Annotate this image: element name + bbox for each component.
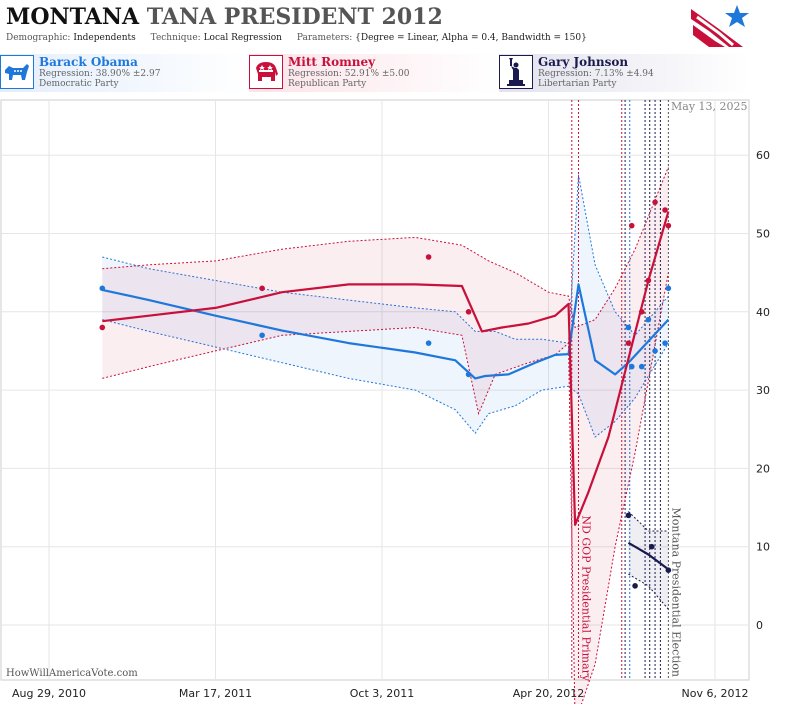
header: MONTANA TANA PRESIDENT 2012 Demographic:…	[0, 0, 789, 52]
watermark: HowWillAmericaVote.com	[6, 668, 138, 679]
y-tick-label: 10	[756, 541, 770, 554]
y-tick-label: 0	[756, 619, 763, 632]
obama-poll-point	[638, 363, 645, 370]
obama-confidence-band	[102, 174, 669, 438]
romney-regression-line	[102, 211, 670, 526]
liberty-statue-icon	[499, 55, 533, 89]
obama-poll-point	[645, 316, 652, 323]
romney-poll-point	[645, 277, 652, 284]
demographic-label: Demographic:	[6, 33, 71, 43]
obama-lower-bound	[102, 319, 669, 438]
x-tick-label: Oct 3, 2011	[350, 687, 415, 700]
romney-poll-point	[99, 324, 106, 331]
regression-chart: Aug 29, 2010 Mar 17, 2011 Oct 3, 2011 Apr 2…	[0, 99, 770, 704]
obama-poll-point	[628, 363, 635, 370]
candidate-regression: Regression: 7.13% ±4.94	[538, 69, 654, 79]
x-tick-label: Mar 17, 2011	[179, 687, 252, 700]
candidate-regression: Regression: 38.90% ±2.97	[39, 69, 161, 79]
date-stamp: May 13, 2025	[671, 100, 748, 113]
page-title: MONTANA TANA PRESIDENT 2012	[6, 4, 443, 30]
obama-regression-line	[102, 283, 670, 380]
obama-poll-point	[99, 285, 106, 292]
y-tick-label: 30	[756, 384, 770, 397]
romney-poll-point	[625, 340, 632, 346]
johnson-upper-bound	[628, 511, 669, 532]
johnson-poll-point	[625, 512, 632, 519]
obama-poll-point	[625, 324, 632, 331]
race-name: TANA PRESIDENT 2012	[146, 4, 443, 30]
event-label-election: Montana Presidential Election	[669, 508, 682, 677]
legend-item-obama: Barack Obama Regression: 38.90% ±2.97 De…	[0, 54, 250, 92]
legend-item-romney: Mitt Romney Regression: 52.91% ±5.00 Rep…	[249, 54, 499, 92]
x-tick-label: Apr 20, 2012	[513, 687, 585, 700]
romney-poll-point	[465, 309, 472, 315]
romney-poll-point	[259, 285, 265, 292]
obama-poll-point	[662, 340, 668, 346]
obama-poll-point	[652, 348, 658, 354]
y-tick-label: 50	[756, 228, 770, 241]
candidate-regression: Regression: 52.91% ±5.00	[288, 69, 410, 79]
y-tick-label: 40	[756, 306, 770, 319]
johnson-poll-point	[648, 543, 655, 550]
romney-poll-point	[425, 254, 432, 260]
johnson-poll-point	[632, 583, 638, 589]
donkey-icon	[0, 55, 34, 89]
candidate-party: Republican Party	[288, 79, 367, 89]
parameters-label: Parameters:	[296, 33, 353, 43]
x-tick-label: Aug 29, 2010	[12, 687, 86, 700]
romney-poll-point	[652, 199, 658, 205]
elephant-icon	[249, 55, 283, 89]
demographic-value: Independents	[73, 33, 136, 43]
johnson-regression-line	[627, 541, 670, 571]
legend-item-johnson: Gary Johnson Regression: 7.13% ±4.94 Lib…	[499, 54, 749, 92]
romney-poll-point	[665, 222, 672, 229]
state-name: MONTANA	[6, 4, 140, 30]
candidate-party: Libertarian Party	[538, 79, 617, 89]
y-tick-label: 20	[756, 462, 770, 475]
y-tick-label: 60	[756, 149, 770, 162]
johnson-confidence-band	[628, 511, 669, 610]
x-tick-label: Nov 6, 2012	[682, 687, 749, 700]
candidate-legend: Barack Obama Regression: 38.90% ±2.97 De…	[0, 54, 789, 94]
obama-poll-point	[465, 371, 472, 378]
candidate-name: Barack Obama	[39, 55, 138, 69]
obama-poll-point	[665, 285, 672, 292]
logo-icon	[691, 5, 749, 47]
romney-poll-point	[628, 222, 635, 229]
romney-poll-point	[638, 309, 645, 315]
parameters-line: Demographic: Independents Technique: Loc…	[6, 33, 587, 43]
technique-value: Local Regression	[203, 33, 282, 43]
obama-poll-point	[259, 332, 265, 339]
event-label-primary: ND GOP Presidential Primary	[579, 515, 592, 682]
johnson-poll-point	[665, 567, 672, 573]
romney-upper-bound	[102, 166, 669, 329]
candidate-name: Gary Johnson	[538, 55, 629, 69]
parameters-value: {Degree = Linear, Alpha = 0.4, Bandwidth…	[355, 33, 587, 43]
romney-poll-point	[662, 207, 668, 213]
candidate-name: Mitt Romney	[288, 55, 376, 69]
candidate-party: Democratic Party	[39, 79, 119, 89]
technique-label: Technique:	[150, 33, 201, 43]
obama-poll-point	[425, 340, 432, 346]
